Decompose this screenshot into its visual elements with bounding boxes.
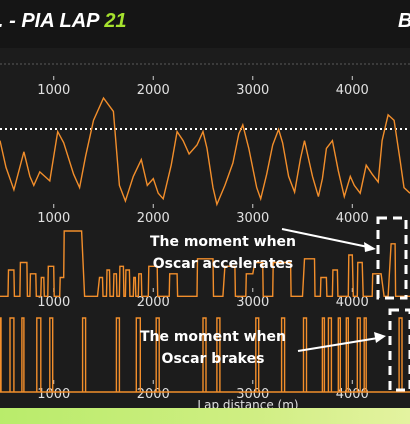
brake-arrow-head xyxy=(374,332,386,343)
x-tick-label: 1000 xyxy=(37,211,70,226)
title-prefix: . - PIA LAP xyxy=(0,10,105,32)
lap-number: 21 xyxy=(104,10,127,32)
brake-pulse xyxy=(9,317,15,392)
title-right-fragment: B xyxy=(398,10,410,33)
brake-pulse xyxy=(135,317,142,392)
brake-pulse xyxy=(345,317,349,392)
brake-pulse xyxy=(363,317,367,392)
brake-pulse xyxy=(202,317,207,392)
axis-layer: 1000 2000 3000 4000 1000 2000 3000 4000 1000 2000… xyxy=(0,63,410,402)
brake-pulse xyxy=(321,317,326,392)
trace-layer xyxy=(0,96,410,393)
throttle-series-line xyxy=(0,230,410,297)
x-tick-label: 4000 xyxy=(336,295,369,310)
x-tick-label: 2000 xyxy=(137,295,170,310)
brake-arrow xyxy=(297,337,379,352)
brake-pulse xyxy=(21,317,25,392)
x-tick-label: 2000 xyxy=(137,211,170,226)
speed-series-line xyxy=(0,96,410,207)
brake-annotation-line2: Oscar brakes xyxy=(162,351,265,367)
x-tick-label: 3000 xyxy=(236,295,269,310)
x-tick-label: 1000 xyxy=(37,295,70,310)
brake-pulse xyxy=(255,317,260,392)
brake-pulse xyxy=(49,317,54,392)
brake-pulse xyxy=(398,317,403,392)
footer-band xyxy=(0,408,410,424)
accel-arrow xyxy=(281,228,369,248)
brake-annotation-line1: The moment when xyxy=(140,329,286,345)
brake-pulse xyxy=(327,317,333,392)
chart-title: . - PIA LAP 21 xyxy=(0,10,127,33)
brake-pulse xyxy=(0,317,2,392)
brake-highlight-box xyxy=(388,308,410,392)
x-tick-label: 3000 xyxy=(236,211,269,226)
x-tick-label: 4000 xyxy=(336,83,369,98)
brake-pulse xyxy=(81,317,87,392)
accel-arrow-head xyxy=(364,242,376,252)
brake-pulse xyxy=(216,317,221,392)
annotation-layer: The moment when Oscar accelerates The mo… xyxy=(140,216,410,392)
accel-annotation-line2: Oscar accelerates xyxy=(153,256,293,272)
brake-pulse xyxy=(115,317,121,392)
x-tick-label: 1000 xyxy=(37,387,70,402)
brake-pulse xyxy=(280,317,286,392)
accel-annotation-line1: The moment when xyxy=(150,234,296,250)
x-tick-label: 3000 xyxy=(236,83,269,98)
brake-pulse xyxy=(356,317,361,392)
brake-pulse xyxy=(155,317,160,392)
brake-pulse xyxy=(337,317,341,392)
x-tick-label: 4000 xyxy=(336,211,369,226)
accel-highlight-box xyxy=(376,216,408,300)
x-tick-label: 1000 xyxy=(37,83,70,98)
x-tick-label: 2000 xyxy=(137,83,170,98)
brake-pulse xyxy=(36,317,42,392)
header-bar xyxy=(0,0,410,48)
x-tick-label: 2000 xyxy=(137,387,170,402)
x-tick-label: 3000 xyxy=(236,387,269,402)
brake-pulse xyxy=(302,317,308,392)
